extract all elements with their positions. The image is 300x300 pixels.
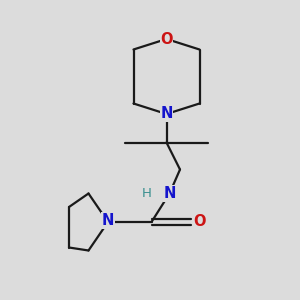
Text: N: N	[160, 106, 173, 122]
Text: O: O	[193, 214, 206, 230]
Text: N: N	[163, 186, 176, 201]
Text: N: N	[102, 213, 114, 228]
Text: H: H	[142, 187, 152, 200]
Text: O: O	[160, 32, 173, 46]
